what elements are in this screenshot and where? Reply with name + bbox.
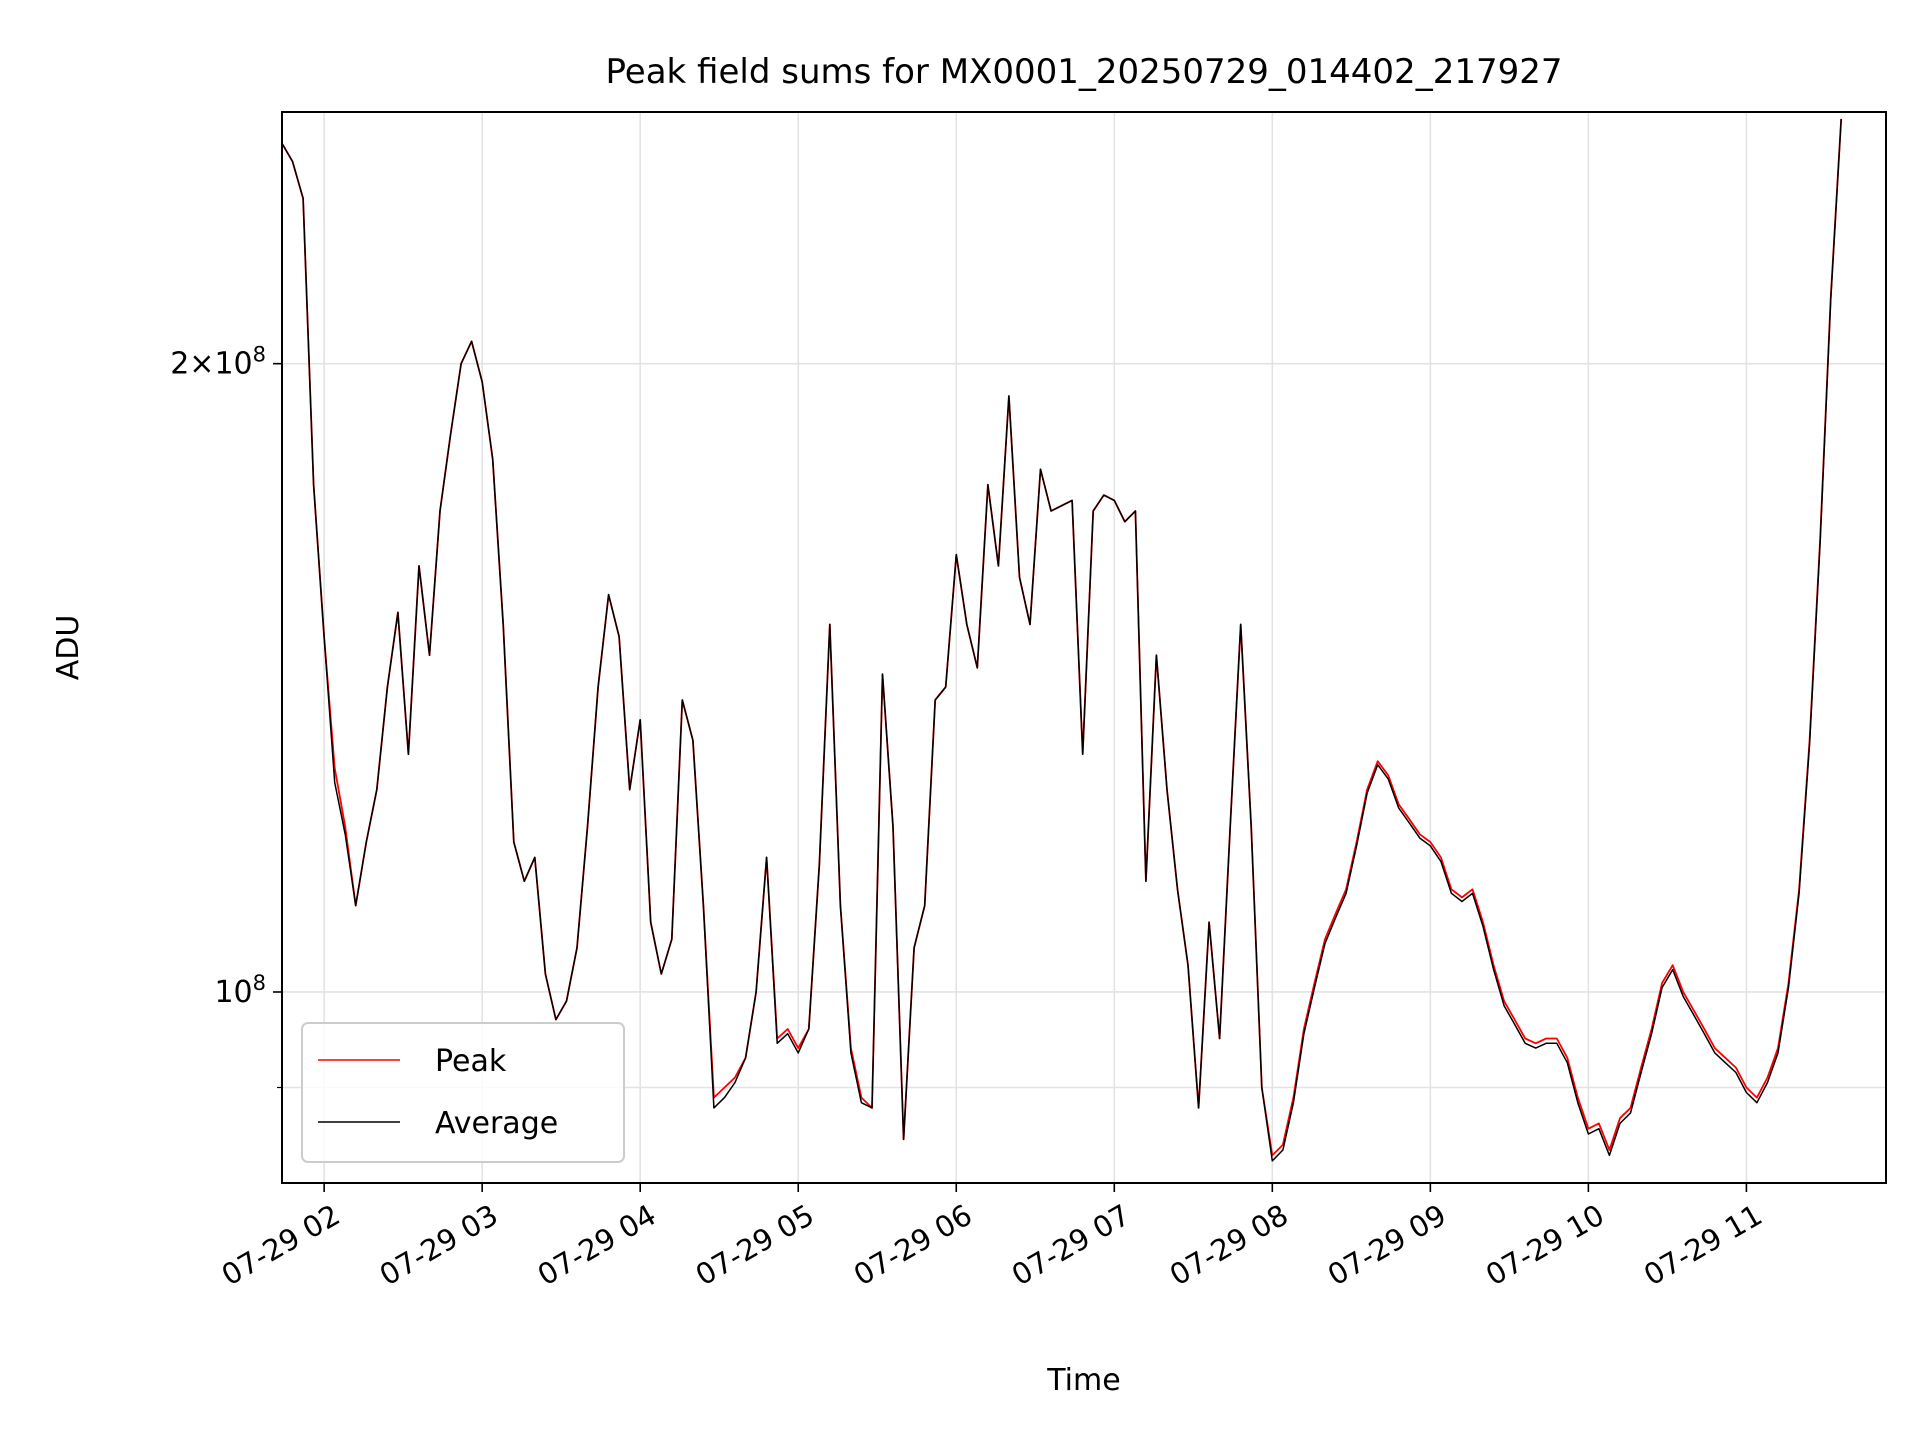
y-tick-label: 2×108: [170, 343, 266, 382]
y-tick-times: ×: [189, 347, 214, 382]
legend-box: [301, 1022, 625, 1163]
grid-lines: [282, 112, 1886, 1183]
y-tick-coef: 2: [170, 347, 189, 382]
x-axis-label: Time: [1046, 1363, 1120, 1398]
series-lines: [282, 118, 1843, 1162]
plot-frame: [281, 111, 1887, 1184]
y-tick-base: 10: [214, 975, 252, 1010]
chart-title: Peak field sums for MX0001_20250729_0144…: [606, 52, 1563, 92]
y-tick-exponent: 8: [253, 343, 266, 367]
series-line-average: [282, 118, 1842, 1162]
legend-label-average: Average: [435, 1106, 558, 1141]
legend: Peak Average: [301, 1022, 625, 1163]
y-tick-base: 10: [214, 347, 252, 382]
y-tick-exponent: 8: [253, 971, 266, 995]
y-axis-label: ADU: [51, 615, 86, 681]
legend-label-peak: Peak: [435, 1044, 507, 1079]
y-tick-label: 108: [214, 971, 266, 1010]
